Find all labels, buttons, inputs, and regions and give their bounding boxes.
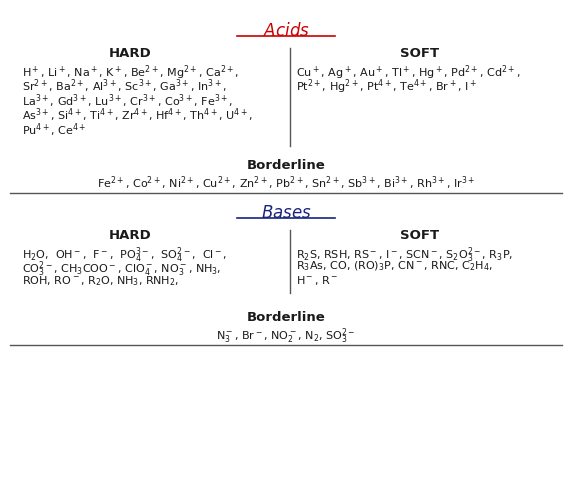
Text: Pu$^{4+}$, Ce$^{4+}$: Pu$^{4+}$, Ce$^{4+}$ <box>22 121 86 138</box>
Text: HARD: HARD <box>109 47 152 60</box>
Text: Borderline: Borderline <box>247 311 325 323</box>
Text: N$_3^-$, Br$^-$, NO$_2^-$, N$_2$, SO$_3^{2-}$: N$_3^-$, Br$^-$, NO$_2^-$, N$_2$, SO$_3^… <box>216 325 356 345</box>
Text: SOFT: SOFT <box>400 47 439 60</box>
Text: Borderline: Borderline <box>247 159 325 172</box>
Text: La$^{3+}$, Gd$^{3+}$, Lu$^{3+}$, Cr$^{3+}$, Co$^{3+}$, Fe$^{3+}$,: La$^{3+}$, Gd$^{3+}$, Lu$^{3+}$, Cr$^{3+… <box>22 92 233 109</box>
Text: Pt$^{2+}$, Hg$^{2+}$, Pt$^{4+}$, Te$^{4+}$, Br$^+$, I$^+$: Pt$^{2+}$, Hg$^{2+}$, Pt$^{4+}$, Te$^{4+… <box>296 77 477 96</box>
Text: CO$_3^{2-}$, CH$_3$COO$^-$, ClO$_4^-$, NO$_3^-$, NH$_3$,: CO$_3^{2-}$, CH$_3$COO$^-$, ClO$_4^-$, N… <box>22 259 221 279</box>
Text: $\it{Acids}$: $\it{Acids}$ <box>263 22 309 40</box>
Text: Sr$^{2+}$, Ba$^{2+}$, Al$^{3+}$, Sc$^{3+}$, Ga$^{3+}$, In$^{3+}$,: Sr$^{2+}$, Ba$^{2+}$, Al$^{3+}$, Sc$^{3+… <box>22 77 227 95</box>
Text: Fe$^{2+}$, Co$^{2+}$, Ni$^{2+}$, Cu$^{2+}$, Zn$^{2+}$, Pb$^{2+}$, Sn$^{2+}$, Sb$: Fe$^{2+}$, Co$^{2+}$, Ni$^{2+}$, Cu$^{2+… <box>97 174 475 191</box>
Text: H$^-$, R$^-$: H$^-$, R$^-$ <box>296 274 339 287</box>
Text: H$^+$, Li$^+$, Na$^+$, K$^+$, Be$^{2+}$, Mg$^{2+}$, Ca$^{2+}$,: H$^+$, Li$^+$, Na$^+$, K$^+$, Be$^{2+}$,… <box>22 63 239 82</box>
Text: $\it{Bases}$: $\it{Bases}$ <box>261 203 311 221</box>
Text: R$_3$As, CO, (RO)$_3$P, CN$^-$, RNC, C$_2$H$_4$,: R$_3$As, CO, (RO)$_3$P, CN$^-$, RNC, C$_… <box>296 259 492 273</box>
Text: ROH, RO$^-$, R$_2$O, NH$_3$, RNH$_2$,: ROH, RO$^-$, R$_2$O, NH$_3$, RNH$_2$, <box>22 274 179 287</box>
Text: HARD: HARD <box>109 228 152 241</box>
Text: H$_2$O,  OH$^-$,  F$^-$,  PO$_4^{3-}$,  SO$_4^{2-}$,  Cl$^-$,: H$_2$O, OH$^-$, F$^-$, PO$_4^{3-}$, SO$_… <box>22 244 227 264</box>
Text: Cu$^+$, Ag$^+$, Au$^+$, Tl$^+$, Hg$^+$, Pd$^{2+}$, Cd$^{2+}$,: Cu$^+$, Ag$^+$, Au$^+$, Tl$^+$, Hg$^+$, … <box>296 63 521 82</box>
Text: As$^{3+}$, Si$^{4+}$, Ti$^{4+}$, Zr$^{4+}$, Hf$^{4+}$, Th$^{4+}$, U$^{4+}$,: As$^{3+}$, Si$^{4+}$, Ti$^{4+}$, Zr$^{4+… <box>22 106 253 124</box>
Text: R$_2$S, RSH, RS$^-$, I$^-$, SCN$^-$, S$_2$O$_3^{2-}$, R$_3$P,: R$_2$S, RSH, RS$^-$, I$^-$, SCN$^-$, S$_… <box>296 244 513 264</box>
Text: SOFT: SOFT <box>400 228 439 241</box>
